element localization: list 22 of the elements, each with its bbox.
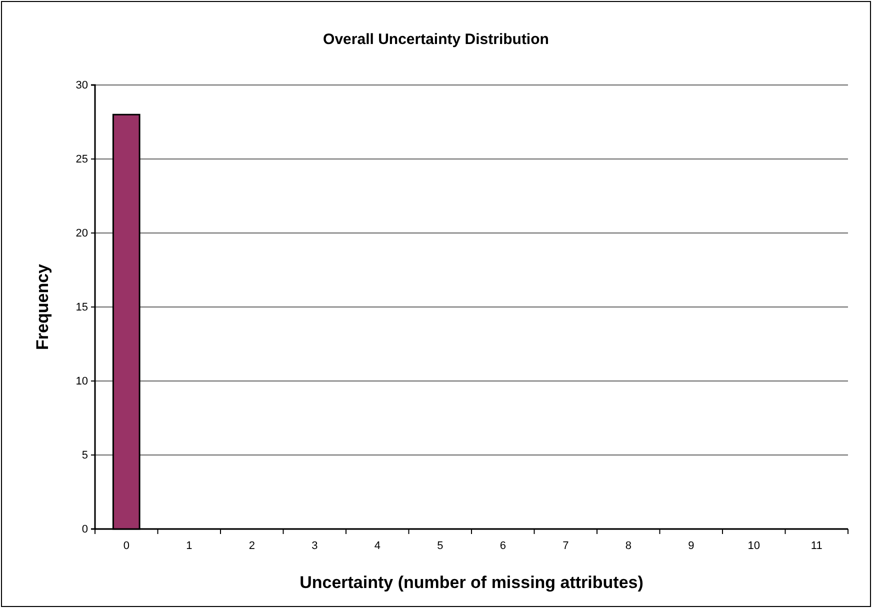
x-tick-label: 11 — [810, 540, 822, 552]
x-tick-label: 10 — [748, 540, 760, 552]
x-tick-label: 1 — [186, 540, 192, 552]
y-tick-label: 5 — [82, 450, 88, 462]
y-axis-title: Frequency — [33, 263, 52, 350]
y-tick-label: 15 — [76, 302, 88, 314]
chart-title: Overall Uncertainty Distribution — [323, 31, 549, 48]
x-tick-label: 3 — [312, 540, 318, 552]
y-tick-label: 20 — [76, 228, 88, 240]
x-axis-title: Uncertainty (number of missing attributes) — [300, 573, 644, 592]
x-tick-label: 5 — [437, 540, 444, 552]
x-tick-label: 6 — [500, 540, 506, 552]
y-tick-label: 25 — [76, 154, 88, 166]
x-tick-label: 2 — [248, 540, 255, 552]
y-tick-label: 0 — [82, 524, 88, 536]
x-tick-label: 9 — [688, 540, 694, 552]
x-tick-label: 7 — [562, 540, 569, 552]
x-tick-label: 8 — [625, 540, 632, 552]
x-tick-label: 0 — [123, 540, 130, 552]
x-tick-label: 4 — [374, 540, 380, 552]
y-tick-label: 30 — [76, 80, 88, 92]
y-tick-label: 10 — [76, 376, 88, 388]
